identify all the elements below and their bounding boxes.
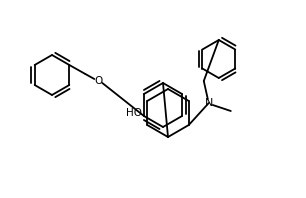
- Text: N: N: [205, 98, 213, 108]
- Text: O: O: [94, 76, 103, 86]
- Text: HO: HO: [126, 108, 142, 118]
